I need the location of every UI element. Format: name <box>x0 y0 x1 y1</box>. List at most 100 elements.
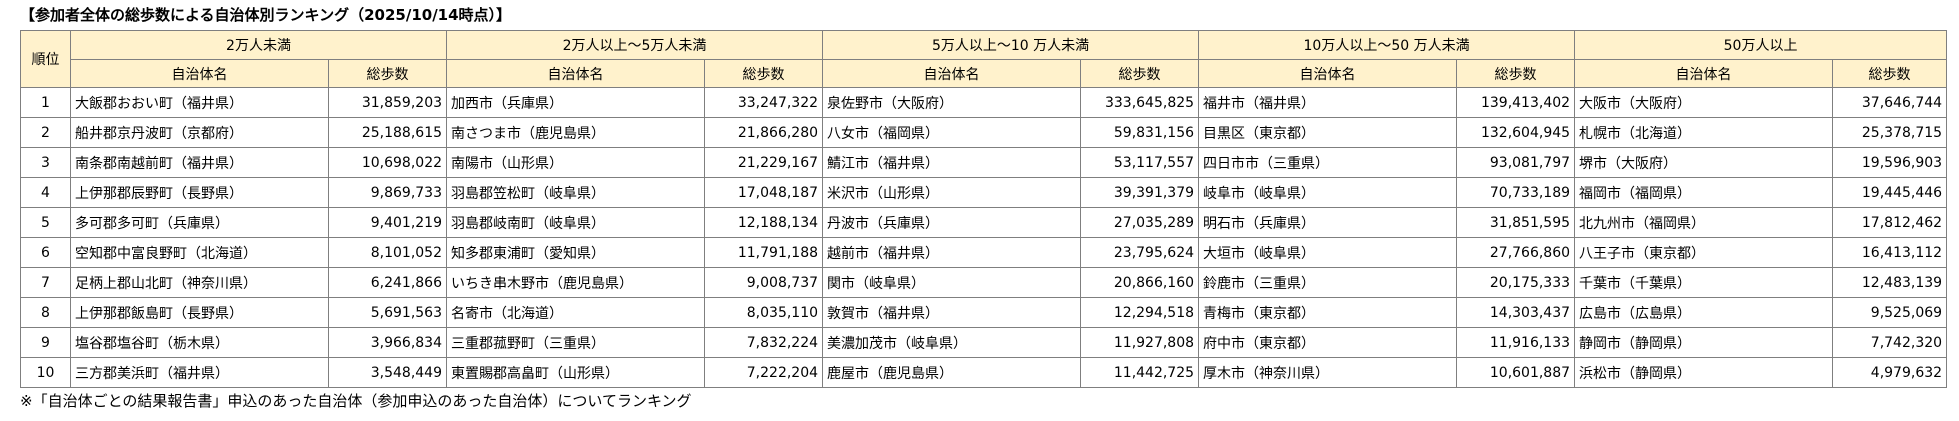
municipality-name-cell: 南陽市（山形県） <box>446 147 706 178</box>
table-row: 8 上伊那郡飯島町（長野県） 5,691,563 名寄市（北海道） 8,035,110 敦… <box>20 297 1948 328</box>
municipality-name-cell: 三方郡美浜町（福井県） <box>70 357 329 388</box>
total-steps-cell: 12,483,139 <box>1832 267 1948 298</box>
steps-column-header: 総歩数 <box>1832 59 1948 88</box>
municipality-name-cell: 上伊那郡辰野町（長野県） <box>70 177 329 208</box>
total-steps-cell: 6,241,866 <box>327 267 448 298</box>
municipality-name-cell: 鹿屋市（鹿児島県） <box>822 357 1082 388</box>
total-steps-cell: 17,048,187 <box>704 177 824 208</box>
total-steps-cell: 10,601,887 <box>1456 357 1576 388</box>
rank-cell: 2 <box>20 117 71 148</box>
municipality-name-cell: 関市（岐阜県） <box>822 267 1082 298</box>
total-steps-cell: 37,646,744 <box>1832 87 1948 118</box>
municipality-name-cell: 目黒区（東京都） <box>1198 117 1458 148</box>
table-row: 7 足柄上郡山北町（神奈川県） 6,241,866 いちき串木野市（鹿児島県） 9,00… <box>20 267 1948 298</box>
total-steps-cell: 20,866,160 <box>1080 267 1200 298</box>
municipality-name-cell: 塩谷郡塩谷町（栃木県） <box>70 327 329 358</box>
municipality-name-cell: 東置賜郡高畠町（山形県） <box>446 357 706 388</box>
municipality-name-cell: 美濃加茂市（岐阜県） <box>822 327 1082 358</box>
table-row: 3 南条郡南越前町（福井県） 10,698,022 南陽市（山形県） 21,229,16… <box>20 147 1948 178</box>
rank-cell: 5 <box>20 207 71 238</box>
rank-header: 順位 <box>20 30 71 88</box>
municipality-name-cell: 堺市（大阪府） <box>1574 147 1834 178</box>
municipality-name-cell: 八女市（福岡県） <box>822 117 1082 148</box>
municipality-name-cell: 南条郡南越前町（福井県） <box>70 147 329 178</box>
table-row: 4 上伊那郡辰野町（長野県） 9,869,733 羽島郡笠松町（岐阜県） 17,048,… <box>20 177 1948 208</box>
total-steps-cell: 11,927,808 <box>1080 327 1200 358</box>
total-steps-cell: 9,869,733 <box>327 177 448 208</box>
municipality-name-cell: 足柄上郡山北町（神奈川県） <box>70 267 329 298</box>
total-steps-cell: 33,247,322 <box>704 87 824 118</box>
municipality-name-cell: 厚木市（神奈川県） <box>1198 357 1458 388</box>
total-steps-cell: 11,791,188 <box>704 237 824 268</box>
municipality-name-cell: 名寄市（北海道） <box>446 297 706 328</box>
total-steps-cell: 7,742,320 <box>1832 327 1948 358</box>
rank-cell: 4 <box>20 177 71 208</box>
municipality-name-cell: 鯖江市（福井県） <box>822 147 1082 178</box>
municipality-name-cell: 越前市（福井県） <box>822 237 1082 268</box>
total-steps-cell: 12,294,518 <box>1080 297 1200 328</box>
total-steps-cell: 27,766,860 <box>1456 237 1576 268</box>
municipality-name-cell: 岐阜市（岐阜県） <box>1198 177 1458 208</box>
rank-cell: 6 <box>20 237 71 268</box>
municipality-name-cell: 札幌市（北海道） <box>1574 117 1834 148</box>
municipality-name-cell: 知多郡東浦町（愛知県） <box>446 237 706 268</box>
rank-cell: 7 <box>20 267 71 298</box>
total-steps-cell: 7,832,224 <box>704 327 824 358</box>
municipality-name-cell: 浜松市（静岡県） <box>1574 357 1834 388</box>
steps-column-header: 総歩数 <box>1080 59 1200 88</box>
total-steps-cell: 5,691,563 <box>327 297 448 328</box>
municipality-name-cell: 鈴鹿市（三重県） <box>1198 267 1458 298</box>
group-header: 2万人未満 <box>69 30 448 60</box>
total-steps-cell: 11,916,133 <box>1456 327 1576 358</box>
total-steps-cell: 3,966,834 <box>327 327 448 358</box>
table-row: 9 塩谷郡塩谷町（栃木県） 3,966,834 三重郡菰野町（三重県） 7,832,22… <box>20 327 1948 358</box>
table-row: 6 空知郡中富良野町（北海道） 8,101,052 知多郡東浦町（愛知県） 11,791… <box>20 237 1948 268</box>
total-steps-cell: 14,303,437 <box>1456 297 1576 328</box>
total-steps-cell: 39,391,379 <box>1080 177 1200 208</box>
total-steps-cell: 8,035,110 <box>704 297 824 328</box>
municipality-name-cell: 静岡市（静岡県） <box>1574 327 1834 358</box>
municipality-name-cell: 丹波市（兵庫県） <box>822 207 1082 238</box>
group-header: 10万人以上～50 万人未満 <box>1198 30 1576 60</box>
total-steps-cell: 19,596,903 <box>1832 147 1948 178</box>
footnote: ※「自治体ごとの結果報告書」申込のあった自治体（参加申込のあった自治体）について… <box>20 392 692 410</box>
ranking-body: 1 大飯郡おおい町（福井県） 31,859,203 加西市（兵庫県） 33,247,32… <box>20 87 1948 388</box>
municipality-name-cell: 北九州市（福岡県） <box>1574 207 1834 238</box>
municipality-name-cell: 多可郡多可町（兵庫県） <box>70 207 329 238</box>
total-steps-cell: 25,378,715 <box>1832 117 1948 148</box>
total-steps-cell: 31,851,595 <box>1456 207 1576 238</box>
total-steps-cell: 93,081,797 <box>1456 147 1576 178</box>
total-steps-cell: 8,101,052 <box>327 237 448 268</box>
name-column-header: 自治体名 <box>1198 59 1458 88</box>
total-steps-cell: 11,442,725 <box>1080 357 1200 388</box>
total-steps-cell: 53,117,557 <box>1080 147 1200 178</box>
total-steps-cell: 31,859,203 <box>327 87 448 118</box>
municipality-name-cell: 四日市市（三重県） <box>1198 147 1458 178</box>
rank-cell: 1 <box>20 87 71 118</box>
municipality-name-cell: 羽島郡岐南町（岐阜県） <box>446 207 706 238</box>
total-steps-cell: 17,812,462 <box>1832 207 1948 238</box>
municipality-name-cell: 敦賀市（福井県） <box>822 297 1082 328</box>
municipality-name-cell: 泉佐野市（大阪府） <box>822 87 1082 118</box>
municipality-name-cell: 大垣市（岐阜県） <box>1198 237 1458 268</box>
total-steps-cell: 59,831,156 <box>1080 117 1200 148</box>
total-steps-cell: 20,175,333 <box>1456 267 1576 298</box>
municipality-name-cell: 米沢市（山形県） <box>822 177 1082 208</box>
total-steps-cell: 21,229,167 <box>704 147 824 178</box>
name-column-header: 自治体名 <box>446 59 706 88</box>
municipality-name-cell: 福岡市（福岡県） <box>1574 177 1834 208</box>
steps-column-header: 総歩数 <box>327 59 448 88</box>
name-column-header: 自治体名 <box>70 59 329 88</box>
municipality-name-cell: いちき串木野市（鹿児島県） <box>446 267 706 298</box>
total-steps-cell: 333,645,825 <box>1080 87 1200 118</box>
table-row: 5 多可郡多可町（兵庫県） 9,401,219 羽島郡岐南町（岐阜県） 12,188,1… <box>20 207 1948 238</box>
municipality-name-cell: 広島市（広島県） <box>1574 297 1834 328</box>
total-steps-cell: 16,413,112 <box>1832 237 1948 268</box>
rank-cell: 9 <box>20 327 71 358</box>
rank-cell: 3 <box>20 147 71 178</box>
total-steps-cell: 25,188,615 <box>327 117 448 148</box>
group-header: 50万人以上 <box>1574 30 1948 60</box>
rank-cell: 10 <box>20 357 71 388</box>
municipality-name-cell: 空知郡中富良野町（北海道） <box>70 237 329 268</box>
total-steps-cell: 9,525,069 <box>1832 297 1948 328</box>
